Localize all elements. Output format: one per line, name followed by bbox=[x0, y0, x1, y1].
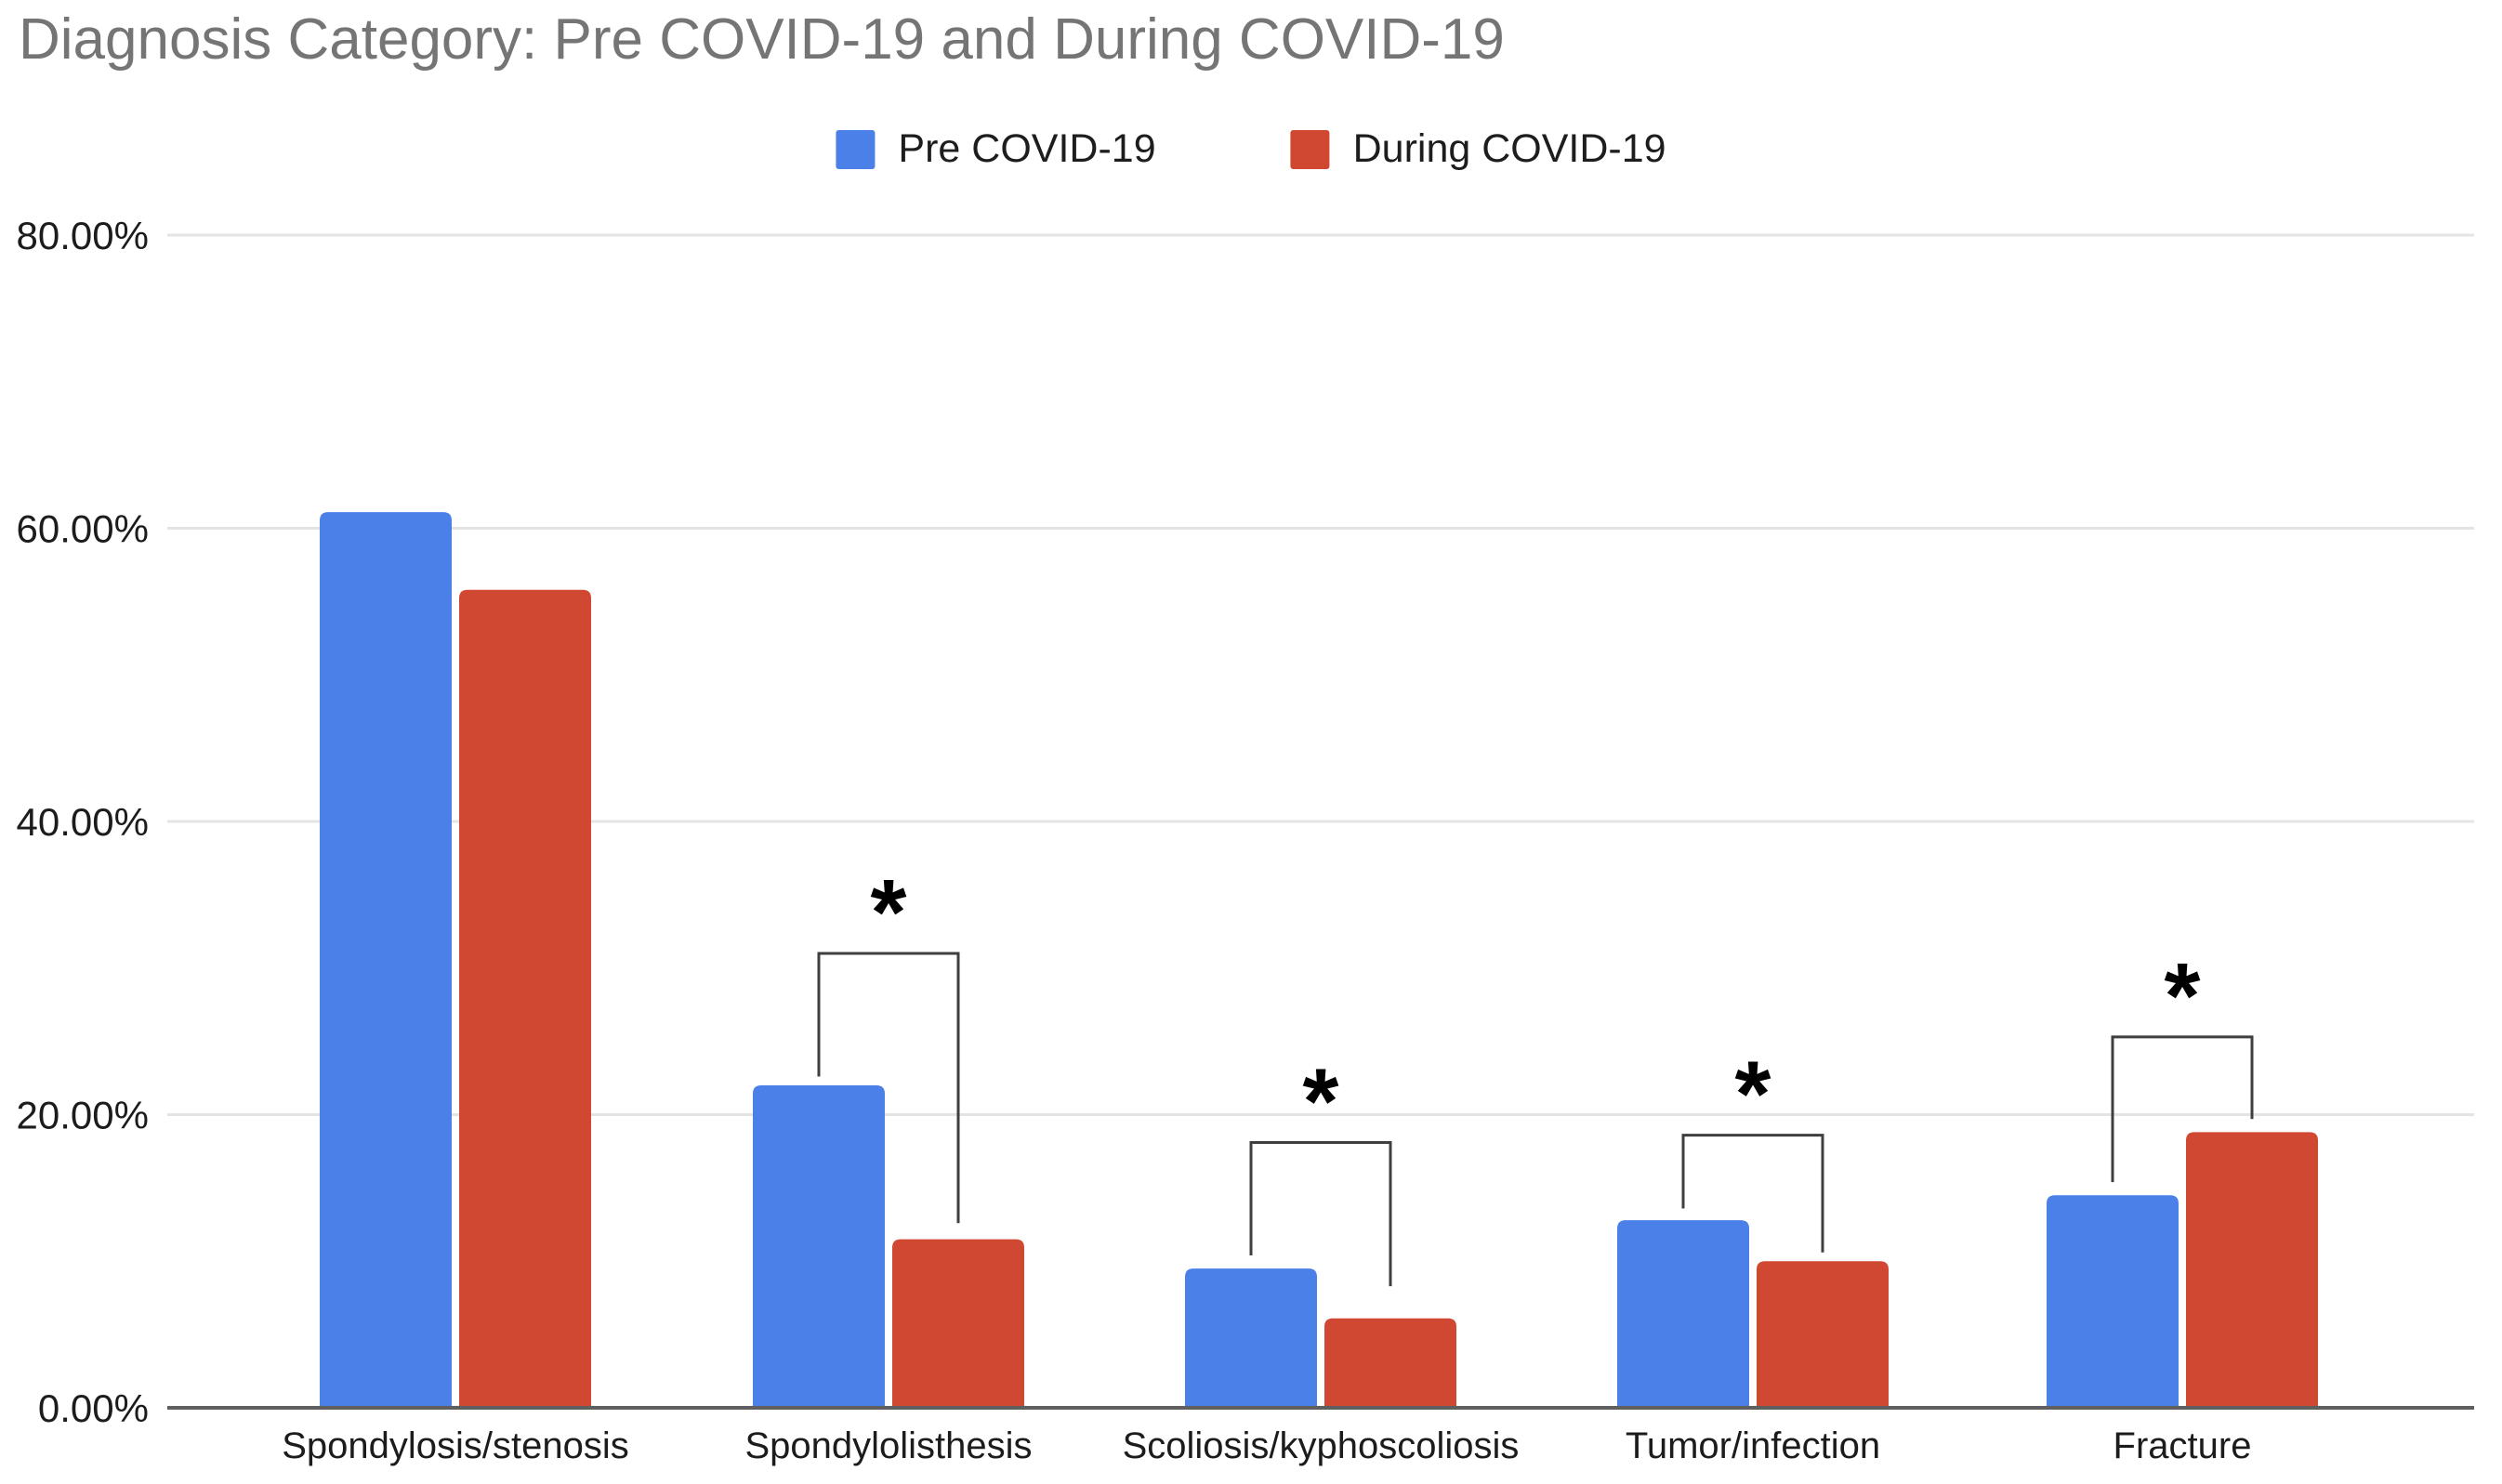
chart-title: Diagnosis Category: Pre COVID-19 and Dur… bbox=[19, 7, 1505, 72]
category-label-tumor-infection: Tumor/infection bbox=[1626, 1425, 1880, 1466]
y-tick-label-60: 60.00% bbox=[17, 507, 149, 551]
chart-legend: Pre COVID-19 During COVID-19 bbox=[836, 126, 1666, 172]
category-label-spondylolisthesis: Spondylolisthesis bbox=[744, 1425, 1032, 1466]
significance-asterisk-scoliosis-kyphoscoliosis: * bbox=[1303, 1049, 1339, 1153]
bar-pre-covid-19-spondylosis-stenosis bbox=[320, 512, 452, 1408]
legend-item-during-covid: During COVID-19 bbox=[1290, 126, 1666, 172]
significance-bracket-tumor-infection bbox=[1681, 1134, 1824, 1253]
significance-asterisk-tumor-infection: * bbox=[1735, 1043, 1771, 1147]
y-tick-label-20: 20.00% bbox=[17, 1094, 149, 1137]
y-tick-label-0: 0.00% bbox=[38, 1386, 149, 1430]
bar-during-covid-19-spondylosis-stenosis bbox=[459, 589, 591, 1408]
legend-label-during-covid: During COVID-19 bbox=[1352, 126, 1666, 171]
significance-bracket-fracture bbox=[2111, 1035, 2254, 1183]
significance-asterisk-fracture: * bbox=[2165, 944, 2201, 1048]
legend-swatch-pre-covid-icon bbox=[836, 129, 876, 169]
bar-during-covid-19-fracture bbox=[2186, 1132, 2318, 1408]
legend-swatch-during-covid-icon bbox=[1290, 129, 1330, 169]
category-label-spondylosis-stenosis: Spondylosis/stenosis bbox=[282, 1425, 629, 1466]
significance-asterisk-spondylolisthesis: * bbox=[871, 860, 907, 965]
significance-bracket-spondylolisthesis bbox=[817, 952, 960, 1224]
legend-label-pre-covid: Pre COVID-19 bbox=[898, 126, 1156, 171]
bar-during-covid-19-scoliosis-kyphoscoliosis bbox=[1324, 1318, 1456, 1408]
bar-pre-covid-19-spondylolisthesis bbox=[753, 1084, 885, 1408]
y-tick-label-40: 40.00% bbox=[17, 800, 149, 844]
bar-during-covid-19-spondylolisthesis bbox=[892, 1239, 1024, 1408]
bar-pre-covid-19-fracture bbox=[2047, 1195, 2179, 1408]
category-label-fracture: Fracture bbox=[2114, 1425, 2252, 1466]
legend-item-pre-covid: Pre COVID-19 bbox=[836, 126, 1156, 172]
bar-pre-covid-19-tumor-infection bbox=[1617, 1220, 1749, 1408]
significance-bracket-scoliosis-kyphoscoliosis bbox=[1249, 1140, 1392, 1287]
bar-during-covid-19-tumor-infection bbox=[1757, 1261, 1889, 1408]
bar-pre-covid-19-scoliosis-kyphoscoliosis bbox=[1185, 1268, 1317, 1408]
category-label-scoliosis-kyphoscoliosis: Scoliosis/kyphoscoliosis bbox=[1123, 1425, 1520, 1466]
y-tick-label-80: 80.00% bbox=[17, 214, 149, 257]
